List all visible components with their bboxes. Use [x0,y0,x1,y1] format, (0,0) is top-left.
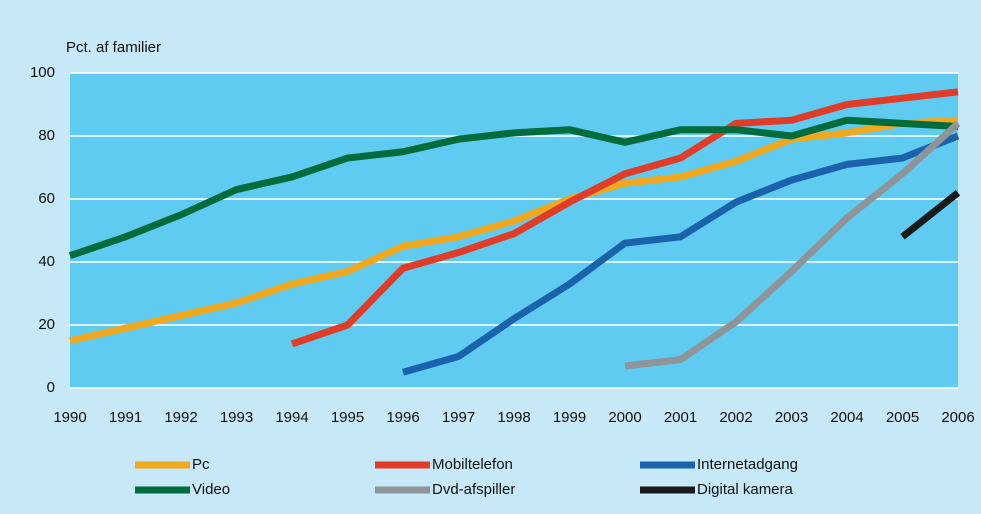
x-tick-label: 1991 [109,409,142,426]
legend-label: Video [192,481,230,498]
series-line [402,132,960,376]
x-tick-label: 1998 [497,409,530,426]
series-line [624,120,961,370]
x-tick-label: 2004 [830,409,863,426]
series-line [290,88,959,348]
series-line [900,189,961,240]
legend-label: Digital kamera [697,481,794,498]
legend-label: Pc [192,456,210,473]
y-tick-label: 0 [47,379,55,396]
x-tick-label: 2000 [608,409,641,426]
x-tick-label: 2002 [719,409,752,426]
y-axis-label: Pct. af familier [66,39,161,56]
x-tick-label: 1990 [53,409,86,426]
y-tick-label: 80 [38,127,55,144]
legend-label: Mobiltelefon [432,456,513,473]
y-tick-label: 40 [38,253,55,270]
x-tick-label: 1995 [331,409,364,426]
legend-label: Internetadgang [697,456,798,473]
series-line [68,116,959,260]
x-tick-label: 2005 [886,409,919,426]
legend-label: Dvd-afspiller [432,481,515,498]
y-tick-label: 100 [30,64,55,81]
series-line [69,116,959,345]
x-tick-label: 1999 [553,409,586,426]
x-tick-label: 2006 [941,409,974,426]
x-tick-label: 1996 [386,409,419,426]
x-tick-label: 1994 [275,409,308,426]
x-tick-label: 2001 [664,409,697,426]
y-tick-label: 60 [38,190,55,207]
x-tick-label: 2003 [775,409,808,426]
x-tick-label: 1993 [220,409,253,426]
y-tick-label: 20 [38,316,55,333]
x-tick-label: 1997 [442,409,475,426]
x-tick-label: 1992 [164,409,197,426]
